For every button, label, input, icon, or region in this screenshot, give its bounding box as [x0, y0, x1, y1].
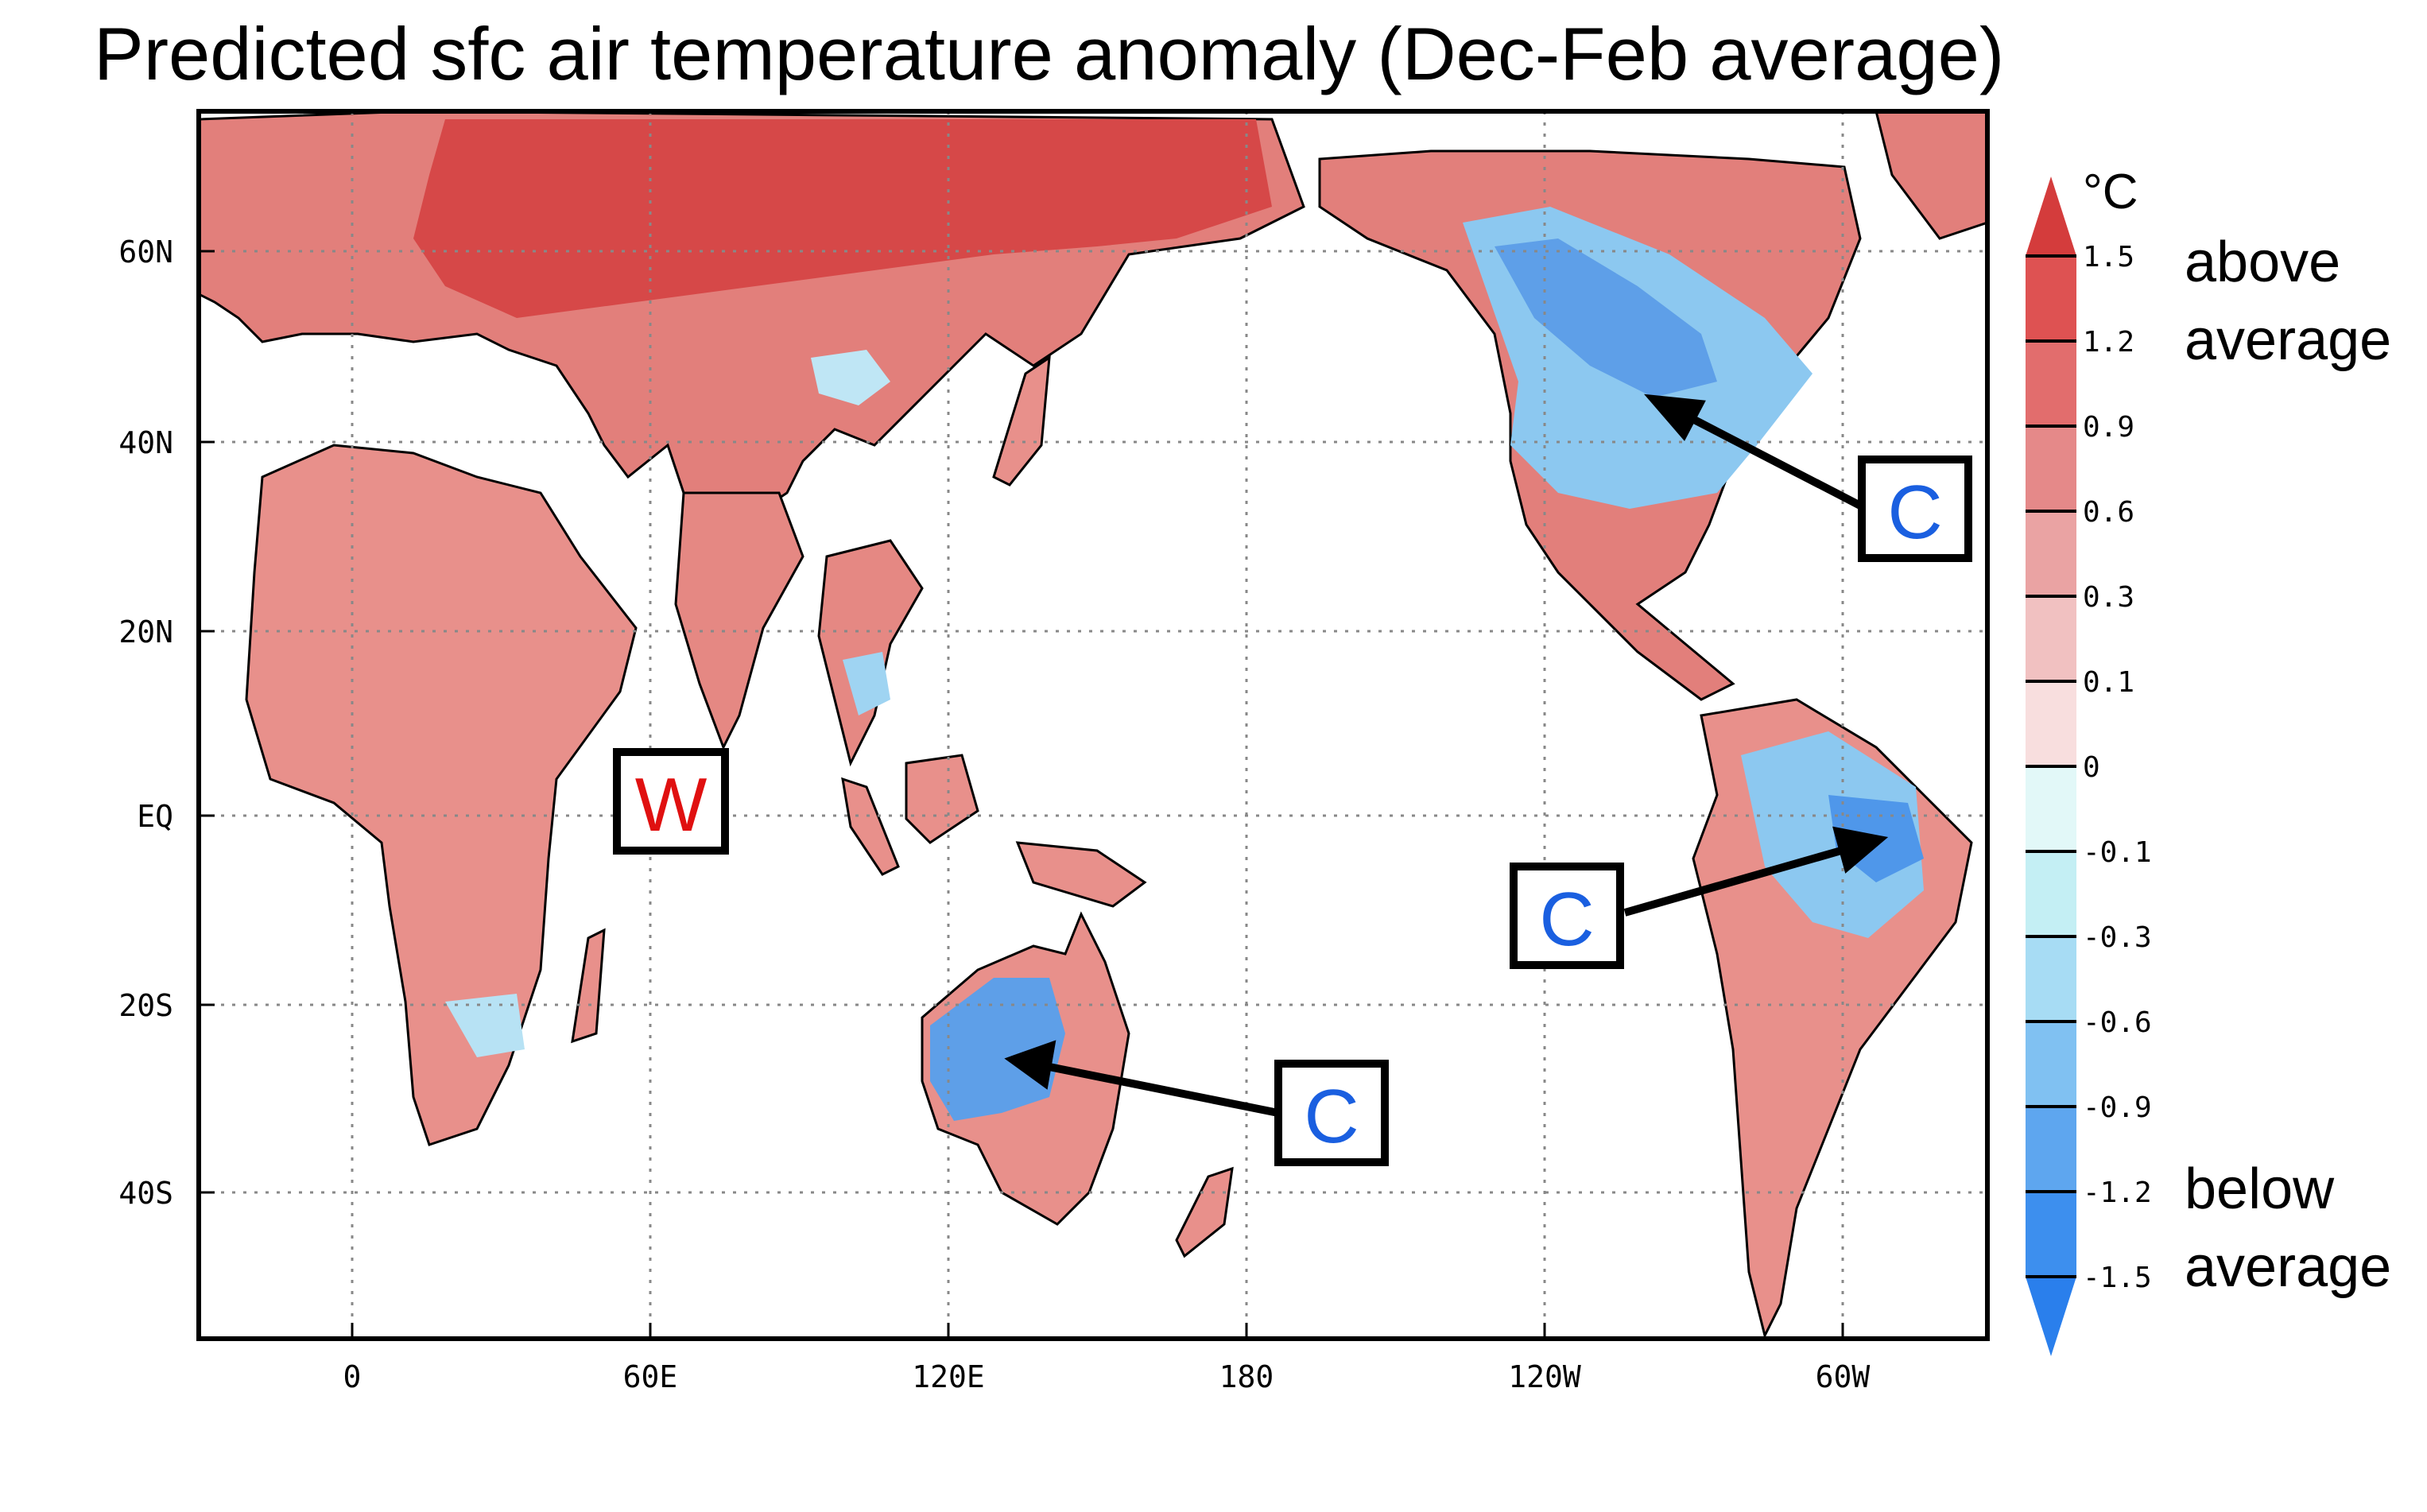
colorbar-segment [2026, 511, 2076, 596]
colorbar-tick-label: -0.9 [2083, 1091, 2152, 1124]
colorbar-tick-label: -1.2 [2083, 1177, 2152, 1209]
annotation-label: C [1304, 1074, 1359, 1159]
colorbar-segment [2026, 1022, 2076, 1107]
colorbar-tick-label: 0.3 [2083, 581, 2134, 614]
y-tick-label: 40N [118, 425, 173, 460]
madagascar [571, 928, 606, 1044]
below-average-label-line1: below [2185, 1157, 2335, 1221]
above-average-label-line2: average [2185, 308, 2391, 372]
mongolia-cool-patch [811, 350, 890, 405]
x-tick-label: 120E [912, 1359, 985, 1394]
colorbar-tick-label: -1.5 [2083, 1262, 2152, 1294]
colorbar-segment [2026, 341, 2076, 426]
colorbar-tick-label: -0.1 [2083, 836, 2152, 869]
map-area [199, 111, 1987, 1339]
colorbar-segment [2026, 426, 2076, 511]
annotation-label: W [635, 762, 708, 847]
y-tick-label: 20S [118, 988, 173, 1023]
map-title: Predicted sfc air temperature anomaly (D… [94, 12, 2005, 95]
colorbar-segment [2026, 851, 2076, 936]
india-landmass [674, 491, 804, 750]
north-america-cool-core [1495, 238, 1717, 397]
annotation-w-box: W [613, 748, 729, 855]
above-average-label-line1: above [2185, 231, 2340, 294]
annotation-arrows [1004, 394, 1889, 1117]
australia-cool-patch [930, 978, 1065, 1121]
colorbar-segment [2026, 596, 2076, 681]
colorbar-segment [2026, 256, 2076, 341]
new-guinea-island [1015, 841, 1147, 908]
colorbar-segment [2026, 766, 2076, 851]
siberia-warm-core [413, 119, 1272, 318]
greenland [1875, 111, 1987, 240]
borneo-island [905, 754, 979, 844]
x-tick-label: 120W [1508, 1359, 1581, 1394]
southern-africa-cool-patch [445, 994, 525, 1057]
y-axis: 60N 40N 20N EQ 20S 40S [118, 235, 215, 1211]
annotation-c-box-australia: C [1274, 1060, 1389, 1166]
colorbar-top-arrow [2026, 176, 2076, 256]
new-zealand-island [1175, 1166, 1234, 1258]
colorbar-bottom-arrow [2026, 1277, 2076, 1356]
annotation-label: C [1887, 470, 1942, 555]
southeast-asia-landmass [817, 539, 924, 767]
map-frame [196, 109, 1990, 1341]
japan-island [992, 355, 1051, 487]
annotation-c-box-south-america: C [1510, 863, 1624, 969]
x-axis: 0 60E 120E 180 120W 60W [343, 1323, 1871, 1394]
africa-landmass [245, 444, 638, 1146]
colorbar-segment [2026, 936, 2076, 1022]
colorbar-tick-label: 1.2 [2083, 326, 2134, 359]
y-tick-label: EQ [137, 799, 173, 834]
y-tick-label: 40S [118, 1176, 173, 1211]
sumatra-island [841, 777, 900, 876]
colorbar: 1.5 1.2 0.9 0.6 0.3 0.1 0 -0.1 -0.3 -0.6 -0.9 -1.2 -… [2026, 176, 2152, 1356]
y-tick-label: 20N [118, 614, 173, 649]
y-tick-label: 60N [118, 235, 173, 269]
colorbar-tick-label: 0.9 [2083, 411, 2134, 444]
below-average-label-line2: average [2185, 1235, 2391, 1299]
annotation-c-box-north-america: C [1858, 456, 1972, 562]
colorbar-tick-label: 0.1 [2083, 666, 2134, 699]
indochina-cool-patch [843, 652, 890, 715]
colorbar-tick-label: 1.5 [2083, 241, 2134, 273]
annotation-label: C [1539, 877, 1594, 962]
colorbar-segment [2026, 681, 2076, 766]
map-gridlines [199, 111, 1987, 1339]
colorbar-tick-label: 0.6 [2083, 496, 2134, 529]
colorbar-segment [2026, 1192, 2076, 1277]
x-tick-label: 180 [1219, 1359, 1274, 1394]
x-tick-label: 0 [343, 1359, 362, 1394]
colorbar-unit: °C [2083, 165, 2138, 219]
colorbar-tick-label: 0 [2083, 751, 2100, 784]
x-tick-label: 60E [623, 1359, 678, 1394]
colorbar-segment [2026, 1107, 2076, 1192]
x-tick-label: 60W [1816, 1359, 1871, 1394]
colorbar-tick-label: -0.3 [2083, 921, 2152, 954]
colorbar-tick-label: -0.6 [2083, 1006, 2152, 1039]
amazon-cool-region [1741, 731, 1924, 938]
